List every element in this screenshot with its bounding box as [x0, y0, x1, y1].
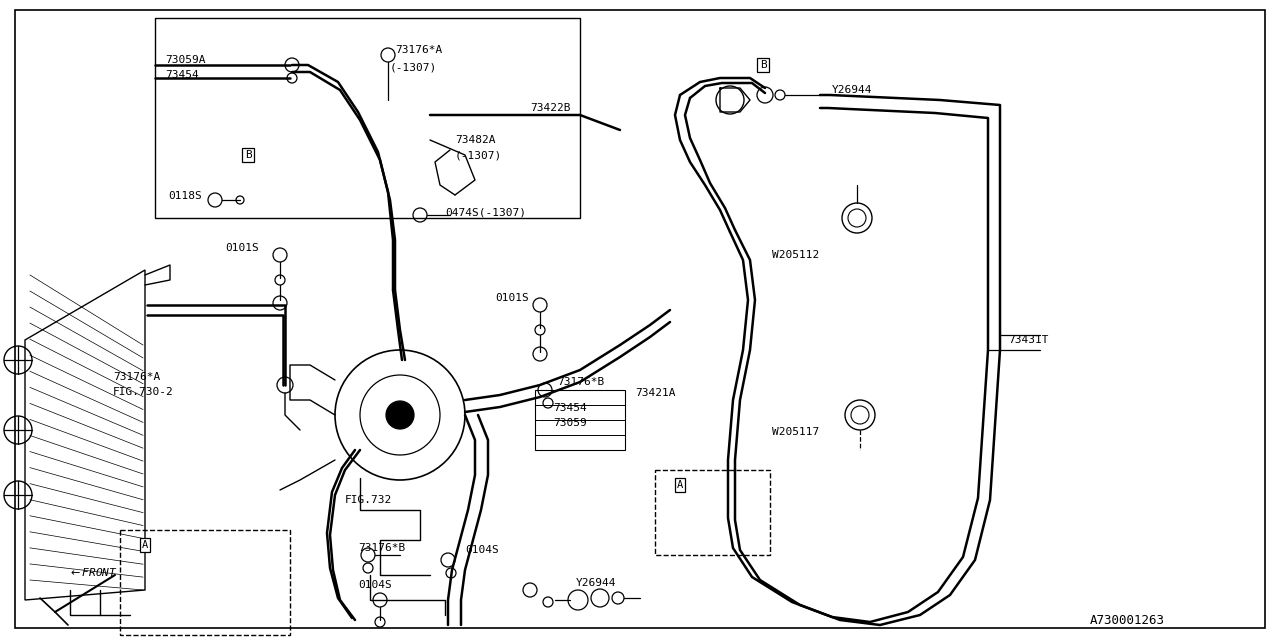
Bar: [535, 390, 625, 450]
Text: 73176*A: 73176*A: [396, 45, 443, 55]
Text: A730001263: A730001263: [1091, 614, 1165, 627]
Text: (-1307): (-1307): [390, 62, 438, 72]
Bar: [655, 470, 771, 555]
Text: (-1307): (-1307): [454, 150, 502, 160]
Circle shape: [387, 401, 413, 429]
Text: W205117: W205117: [772, 427, 819, 437]
Text: W205112: W205112: [772, 250, 819, 260]
Text: 73454: 73454: [165, 70, 198, 80]
Text: 73059: 73059: [553, 418, 586, 428]
Text: Y26944: Y26944: [832, 85, 873, 95]
Text: 73176*B: 73176*B: [557, 377, 604, 387]
Text: 73059A: 73059A: [165, 55, 206, 65]
Text: 73431T: 73431T: [1009, 335, 1048, 345]
Text: 73176*B: 73176*B: [358, 543, 406, 553]
Text: A: A: [142, 540, 148, 550]
Bar: [155, 18, 580, 218]
Text: 73176*A: 73176*A: [113, 372, 160, 382]
Text: 0101S: 0101S: [225, 243, 259, 253]
Text: Y26944: Y26944: [576, 578, 617, 588]
Text: B: B: [244, 150, 251, 160]
Text: FIG.732: FIG.732: [346, 495, 392, 505]
Text: 0101S: 0101S: [495, 293, 529, 303]
Text: 73482A: 73482A: [454, 135, 495, 145]
Text: 73422B: 73422B: [530, 103, 571, 113]
Text: 0104S: 0104S: [465, 545, 499, 555]
Text: A: A: [677, 480, 684, 490]
Text: 0474S(-1307): 0474S(-1307): [445, 207, 526, 217]
Text: 0104S: 0104S: [358, 580, 392, 590]
Text: FIG.730-2: FIG.730-2: [113, 387, 174, 397]
Bar: [120, 530, 291, 635]
Text: B: B: [759, 60, 767, 70]
Text: 73421A: 73421A: [635, 388, 676, 398]
Text: 0118S: 0118S: [168, 191, 202, 201]
Text: $\leftarrow$FRONT: $\leftarrow$FRONT: [68, 566, 118, 578]
Text: 73454: 73454: [553, 403, 586, 413]
